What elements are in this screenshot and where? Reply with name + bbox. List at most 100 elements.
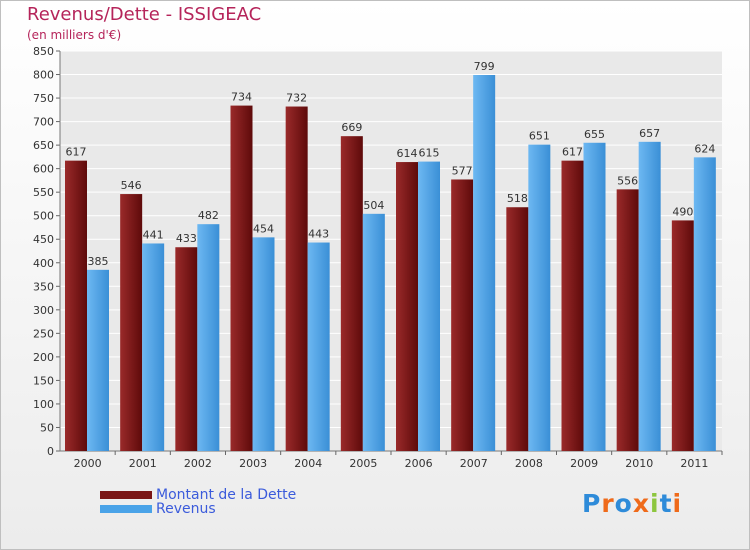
bar-revenus: [418, 161, 440, 451]
bar-revenus: [252, 237, 275, 451]
legend-item-debt: Montant de la Dette: [100, 487, 296, 503]
data-label-dette: 433: [176, 232, 197, 245]
data-label-revenus: 799: [474, 60, 495, 73]
y-tick-label: 500: [33, 210, 54, 223]
bar-dette: [230, 105, 253, 452]
y-tick-label: 250: [33, 327, 54, 340]
bar-revenus: [528, 144, 551, 451]
x-tick-label: 2001: [129, 457, 157, 470]
bar-revenus: [473, 75, 496, 451]
y-tick-label: 150: [33, 374, 54, 387]
data-label-revenus: 454: [253, 222, 274, 235]
data-label-revenus: 385: [88, 255, 109, 268]
x-tick-label: 2004: [294, 457, 322, 470]
y-tick-label: 300: [33, 304, 54, 317]
legend-swatch-debt: [100, 491, 152, 499]
data-label-dette: 669: [341, 121, 362, 134]
logo-letter: P: [582, 489, 602, 518]
bar-revenus: [638, 141, 661, 451]
x-tick-label: 2007: [460, 457, 488, 470]
data-label-revenus: 655: [584, 128, 605, 141]
grid-layer: [60, 50, 722, 452]
bar-revenus: [583, 142, 606, 451]
axis-layer: 0 50 100 150 200 250 300 350 400 450 500 550 600 650 7…: [33, 45, 723, 470]
y-tick-label: 850: [33, 45, 54, 58]
y-tick-label: 350: [33, 280, 54, 293]
logo-letter: o: [614, 489, 633, 518]
x-tick-label: 2002: [184, 457, 212, 470]
bar-dette: [285, 106, 308, 451]
x-tick-label: 2006: [405, 457, 433, 470]
legend-swatch-revenus: [100, 505, 152, 513]
bar-revenus: [142, 243, 165, 451]
data-label-revenus: 651: [529, 130, 550, 143]
bar-dette: [561, 160, 584, 451]
data-label-revenus: 482: [198, 209, 219, 222]
data-label-dette: 734: [231, 91, 252, 104]
x-tick-label: 2009: [570, 457, 598, 470]
y-tick-label: 50: [40, 421, 54, 434]
bar-dette: [506, 207, 529, 451]
y-tick-label: 600: [33, 163, 54, 176]
y-tick-label: 700: [33, 116, 54, 129]
y-tick-label: 0: [47, 445, 54, 458]
bar-dette: [451, 179, 474, 451]
logo-letter: r: [601, 489, 615, 518]
chart-subtitle: (en milliers d'€): [27, 28, 122, 42]
data-label-dette: 556: [617, 174, 638, 187]
bar-dette: [340, 136, 363, 452]
bar-dette: [120, 194, 143, 451]
x-tick-label: 2000: [74, 457, 102, 470]
bar-dette: [671, 220, 694, 451]
x-tick-label: 2010: [625, 457, 653, 470]
data-label-dette: 614: [397, 147, 418, 160]
data-label-revenus: 657: [639, 127, 660, 140]
legend-label-debt: Montant de la Dette: [156, 487, 297, 503]
proxiti-logo: Proxiti: [582, 489, 682, 518]
data-label-revenus: 615: [419, 147, 440, 160]
y-tick-label: 400: [33, 257, 54, 270]
bar-dette: [65, 160, 87, 451]
x-tick-label: 2008: [515, 457, 543, 470]
y-tick-label: 800: [33, 69, 54, 82]
bar-revenus: [307, 242, 330, 451]
data-label-revenus: 504: [363, 199, 384, 212]
data-label-revenus: 443: [308, 228, 329, 241]
logo-letter: t: [659, 489, 673, 518]
x-tick-label: 2011: [680, 457, 708, 470]
data-label-dette: 546: [121, 179, 142, 192]
legend-item-revenus: Revenus: [100, 501, 216, 517]
bar-revenus: [693, 157, 716, 451]
bar-dette: [396, 162, 418, 451]
bar-dette: [175, 247, 198, 451]
logo-letter: i: [650, 489, 660, 518]
logo-letter: x: [632, 489, 650, 518]
data-label-dette: 490: [672, 205, 693, 218]
x-tick-label: 2005: [349, 457, 377, 470]
y-tick-label: 100: [33, 398, 54, 411]
data-label-dette: 617: [562, 146, 583, 159]
logo-letter: i: [672, 489, 683, 518]
bar-revenus: [197, 224, 220, 451]
chart-title: Revenus/Dette - ISSIGEAC: [27, 4, 262, 25]
data-label-dette: 577: [452, 164, 473, 177]
y-tick-label: 750: [33, 92, 54, 105]
data-label-revenus: 441: [143, 228, 164, 241]
bar-dette: [616, 189, 639, 451]
y-tick-label: 550: [33, 186, 54, 199]
y-tick-label: 200: [33, 351, 54, 364]
legend-label-revenus: Revenus: [156, 501, 216, 517]
bar-revenus: [87, 269, 109, 451]
data-label-dette: 617: [66, 146, 87, 159]
data-label-dette: 732: [286, 92, 307, 105]
y-tick-label: 450: [33, 233, 54, 246]
bar-layer: [65, 75, 716, 452]
data-label-revenus: 624: [694, 142, 715, 155]
x-tick-label: 2003: [239, 457, 267, 470]
bar-revenus: [362, 213, 385, 451]
plot-area: [60, 51, 722, 451]
y-tick-label: 650: [33, 139, 54, 152]
data-label-dette: 518: [507, 192, 528, 205]
